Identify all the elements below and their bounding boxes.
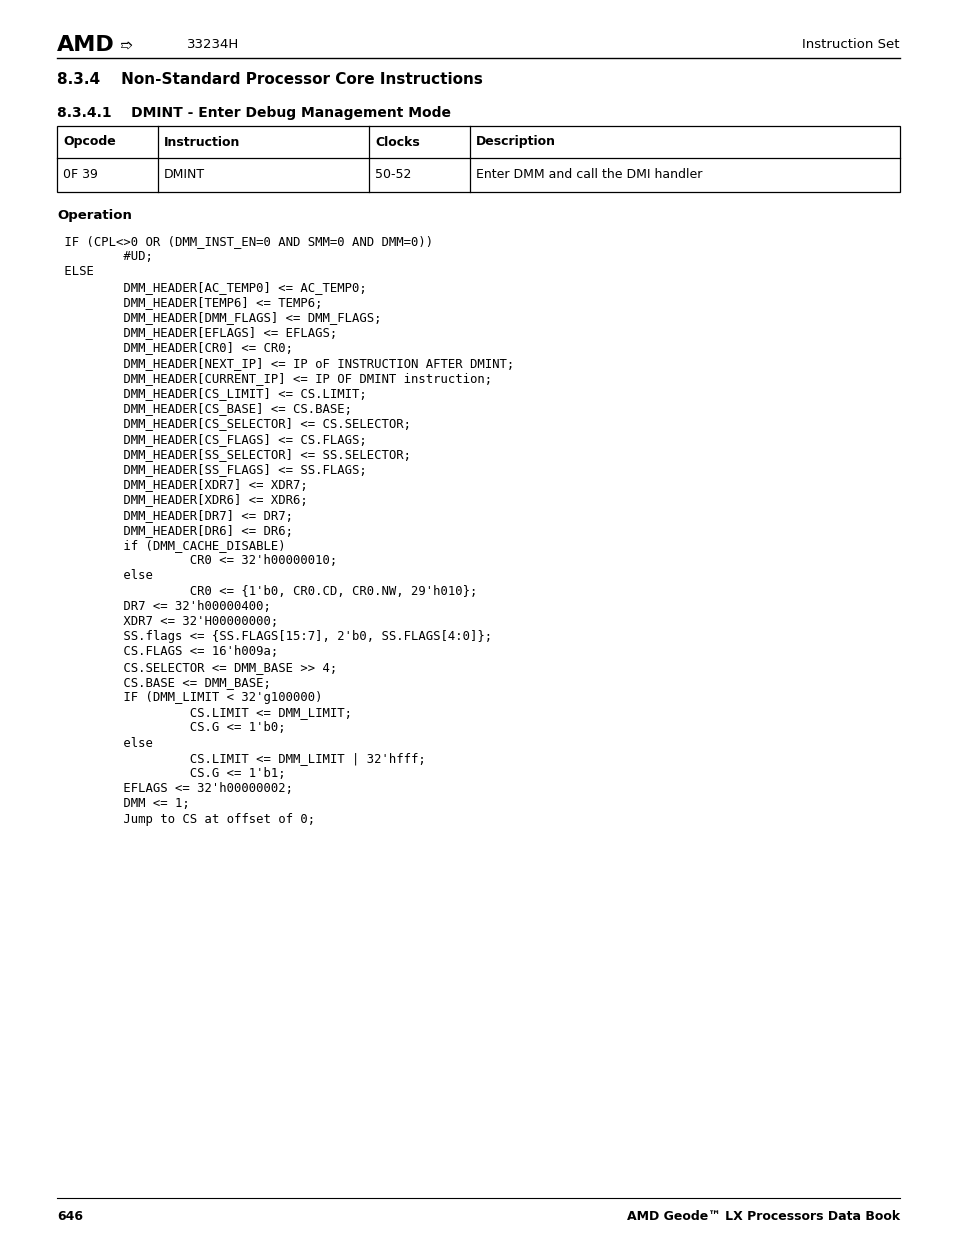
- Text: CR0 <= 32'h00000010;: CR0 <= 32'h00000010;: [57, 555, 337, 567]
- Text: AMD Geode™ LX Processors Data Book: AMD Geode™ LX Processors Data Book: [626, 1209, 899, 1223]
- Text: 50-52: 50-52: [375, 168, 411, 182]
- Text: DMINT: DMINT: [164, 168, 205, 182]
- Text: CR0 <= {1'b0, CR0.CD, CR0.NW, 29'h010};: CR0 <= {1'b0, CR0.CD, CR0.NW, 29'h010};: [57, 584, 476, 598]
- Text: DMM_HEADER[TEMP6] <= TEMP6;: DMM_HEADER[TEMP6] <= TEMP6;: [57, 296, 322, 309]
- Text: DMM_HEADER[CS_BASE] <= CS.BASE;: DMM_HEADER[CS_BASE] <= CS.BASE;: [57, 403, 352, 415]
- Text: IF (DMM_LIMIT < 32'g100000): IF (DMM_LIMIT < 32'g100000): [57, 692, 322, 704]
- Text: CS.G <= 1'b0;: CS.G <= 1'b0;: [57, 721, 285, 735]
- Text: DMM_HEADER[DR7] <= DR7;: DMM_HEADER[DR7] <= DR7;: [57, 509, 293, 521]
- Text: else: else: [57, 569, 152, 583]
- Text: DMM_HEADER[SS_SELECTOR] <= SS.SELECTOR;: DMM_HEADER[SS_SELECTOR] <= SS.SELECTOR;: [57, 448, 411, 461]
- Text: AMD: AMD: [57, 35, 114, 56]
- Text: DMM_HEADER[CS_FLAGS] <= CS.FLAGS;: DMM_HEADER[CS_FLAGS] <= CS.FLAGS;: [57, 432, 366, 446]
- Text: ELSE: ELSE: [57, 266, 93, 278]
- Text: DMM_HEADER[DMM_FLAGS] <= DMM_FLAGS;: DMM_HEADER[DMM_FLAGS] <= DMM_FLAGS;: [57, 311, 381, 324]
- Bar: [57, 126, 899, 191]
- Text: Description: Description: [476, 136, 556, 148]
- Text: 8.3.4    Non-Standard Processor Core Instructions: 8.3.4 Non-Standard Processor Core Instru…: [57, 73, 482, 88]
- Text: DR7 <= 32'h00000400;: DR7 <= 32'h00000400;: [57, 600, 271, 613]
- Text: Instruction Set: Instruction Set: [801, 38, 899, 52]
- Text: DMM_HEADER[CR0] <= CR0;: DMM_HEADER[CR0] <= CR0;: [57, 341, 293, 354]
- Text: Enter DMM and call the DMI handler: Enter DMM and call the DMI handler: [476, 168, 701, 182]
- Text: DMM_HEADER[NEXT_IP] <= IP oF INSTRUCTION AFTER DMINT;: DMM_HEADER[NEXT_IP] <= IP oF INSTRUCTION…: [57, 357, 514, 369]
- Text: Instruction: Instruction: [164, 136, 240, 148]
- Text: IF (CPL<>0 OR (DMM_INST_EN=0 AND SMM=0 AND DMM=0)): IF (CPL<>0 OR (DMM_INST_EN=0 AND SMM=0 A…: [57, 235, 433, 248]
- Text: DMM_HEADER[SS_FLAGS] <= SS.FLAGS;: DMM_HEADER[SS_FLAGS] <= SS.FLAGS;: [57, 463, 366, 475]
- Text: EFLAGS <= 32'h00000002;: EFLAGS <= 32'h00000002;: [57, 782, 293, 795]
- Text: Jump to CS at offset of 0;: Jump to CS at offset of 0;: [57, 813, 314, 826]
- Text: else: else: [57, 736, 152, 750]
- Text: XDR7 <= 32'H00000000;: XDR7 <= 32'H00000000;: [57, 615, 278, 629]
- Text: DMM_HEADER[AC_TEMP0] <= AC_TEMP0;: DMM_HEADER[AC_TEMP0] <= AC_TEMP0;: [57, 280, 366, 294]
- Text: #UD;: #UD;: [57, 251, 152, 263]
- Text: CS.SELECTOR <= DMM_BASE >> 4;: CS.SELECTOR <= DMM_BASE >> 4;: [57, 661, 337, 673]
- Text: Operation: Operation: [57, 209, 132, 221]
- Text: DMM_HEADER[DR6] <= DR6;: DMM_HEADER[DR6] <= DR6;: [57, 524, 293, 537]
- Text: CS.LIMIT <= DMM_LIMIT;: CS.LIMIT <= DMM_LIMIT;: [57, 706, 352, 719]
- Text: ➱: ➱: [119, 37, 132, 53]
- Text: if (DMM_CACHE_DISABLE): if (DMM_CACHE_DISABLE): [57, 538, 285, 552]
- Text: SS.flags <= {SS.FLAGS[15:7], 2'b0, SS.FLAGS[4:0]};: SS.flags <= {SS.FLAGS[15:7], 2'b0, SS.FL…: [57, 630, 492, 643]
- Text: CS.G <= 1'b1;: CS.G <= 1'b1;: [57, 767, 285, 781]
- Text: 646: 646: [57, 1209, 83, 1223]
- Text: 0F 39: 0F 39: [63, 168, 98, 182]
- Text: DMM_HEADER[EFLAGS] <= EFLAGS;: DMM_HEADER[EFLAGS] <= EFLAGS;: [57, 326, 337, 340]
- Text: DMM_HEADER[XDR7] <= XDR7;: DMM_HEADER[XDR7] <= XDR7;: [57, 478, 308, 492]
- Text: Clocks: Clocks: [375, 136, 419, 148]
- Text: CS.FLAGS <= 16'h009a;: CS.FLAGS <= 16'h009a;: [57, 646, 278, 658]
- Text: DMM_HEADER[CS_LIMIT] <= CS.LIMIT;: DMM_HEADER[CS_LIMIT] <= CS.LIMIT;: [57, 387, 366, 400]
- Text: DMM_HEADER[XDR6] <= XDR6;: DMM_HEADER[XDR6] <= XDR6;: [57, 494, 308, 506]
- Text: CS.LIMIT <= DMM_LIMIT | 32'hfff;: CS.LIMIT <= DMM_LIMIT | 32'hfff;: [57, 752, 425, 764]
- Text: 8.3.4.1    DMINT - Enter Debug Management Mode: 8.3.4.1 DMINT - Enter Debug Management M…: [57, 106, 451, 120]
- Text: 33234H: 33234H: [187, 38, 239, 52]
- Text: CS.BASE <= DMM_BASE;: CS.BASE <= DMM_BASE;: [57, 676, 271, 689]
- Text: DMM_HEADER[CS_SELECTOR] <= CS.SELECTOR;: DMM_HEADER[CS_SELECTOR] <= CS.SELECTOR;: [57, 417, 411, 431]
- Text: DMM <= 1;: DMM <= 1;: [57, 798, 190, 810]
- Text: Opcode: Opcode: [63, 136, 115, 148]
- Text: DMM_HEADER[CURRENT_IP] <= IP OF DMINT instruction;: DMM_HEADER[CURRENT_IP] <= IP OF DMINT in…: [57, 372, 492, 385]
